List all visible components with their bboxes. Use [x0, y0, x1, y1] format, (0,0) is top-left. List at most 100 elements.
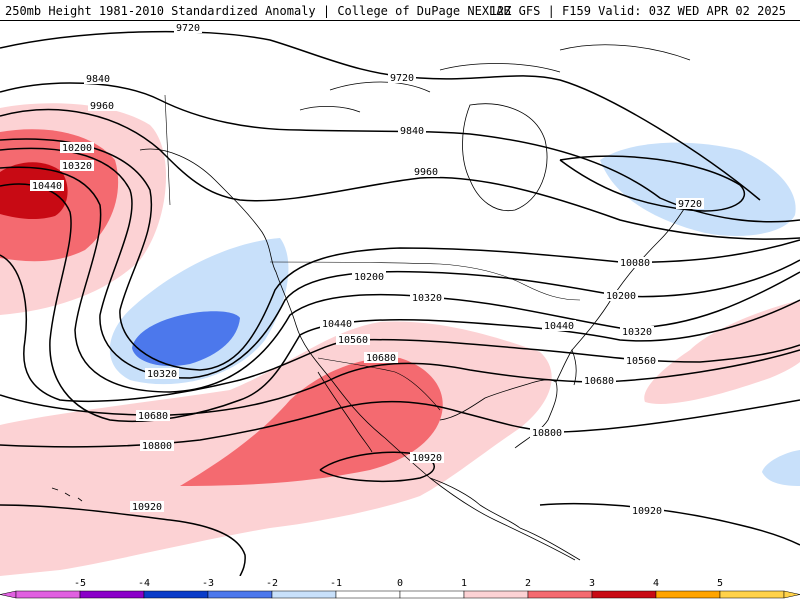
- contour-10080: [0, 138, 800, 371]
- contour-label: 10320: [410, 292, 444, 304]
- contour-label: 9960: [412, 166, 440, 178]
- contour-10440-pacific: [0, 183, 800, 423]
- svg-text:9960: 9960: [414, 167, 438, 178]
- contour-label: 9720: [388, 72, 416, 84]
- legend-label: 1: [461, 578, 467, 589]
- svg-text:9960: 9960: [90, 101, 114, 112]
- contour-label: 10440: [320, 318, 354, 330]
- contour-label: 9840: [84, 73, 112, 85]
- us-canada-border: [269, 261, 581, 301]
- contour-label: 10560: [336, 334, 370, 346]
- legend-arrow-high: [783, 590, 800, 599]
- svg-text:9720: 9720: [176, 23, 200, 34]
- contour-label: 10440: [542, 320, 576, 332]
- contour-label: 10320: [60, 160, 94, 172]
- contour-label: 10680: [364, 352, 398, 364]
- negative-anomaly-west-coast-core: [132, 311, 240, 367]
- svg-text:10320: 10320: [62, 161, 92, 172]
- map-title: 250mb Height 1981-2010 Standardized Anom…: [5, 4, 511, 18]
- legend-label: 3: [589, 578, 595, 589]
- contour-9720-labrador: [559, 155, 746, 212]
- contour-label: 10680: [136, 410, 170, 422]
- legend-label: -1: [330, 578, 342, 589]
- contour-9720-north: [0, 30, 761, 201]
- contour-label: 10200: [60, 142, 94, 154]
- contour-label: 10800: [140, 440, 174, 452]
- svg-text:10200: 10200: [606, 291, 636, 302]
- contour-label: 10320: [620, 326, 654, 338]
- contour-label: 10440: [30, 180, 64, 192]
- svg-text:10560: 10560: [338, 335, 368, 346]
- legend-swatch: [591, 590, 657, 599]
- legend-swatch: [463, 590, 529, 599]
- svg-text:9840: 9840: [86, 74, 110, 85]
- svg-text:10680: 10680: [138, 411, 168, 422]
- contour-10920-high: [319, 451, 435, 483]
- hawaii-islands: [51, 487, 83, 502]
- contour-labels: 9720 9720 9720 9840 9840 9960 9960 10080…: [30, 22, 704, 517]
- legend-swatch: [527, 590, 593, 599]
- baja-peninsula: [317, 371, 373, 453]
- contour-label: 10200: [352, 271, 386, 283]
- legend-label: 4: [653, 578, 659, 589]
- contour-label: 9720: [174, 22, 202, 34]
- legend-swatch: [271, 590, 337, 599]
- svg-text:10440: 10440: [322, 319, 352, 330]
- legend-label: -2: [266, 578, 278, 589]
- hudson-bay: [462, 103, 548, 212]
- svg-text:9720: 9720: [678, 199, 702, 210]
- contour-label: 10560: [624, 355, 658, 367]
- chart-header: 250mb Height 1981-2010 Standardized Anom…: [0, 0, 800, 21]
- contour-10320: [0, 166, 800, 393]
- contour-label: 10920: [130, 501, 164, 513]
- legend-swatch: [207, 590, 273, 599]
- contour-10920-south: [0, 502, 800, 576]
- legend-label: -5: [74, 578, 86, 589]
- svg-text:10680: 10680: [366, 353, 396, 364]
- model-run-info: 12Z GFS | F159 Valid: 03Z WED APR 02 202…: [489, 4, 786, 18]
- contour-label: 10920: [630, 505, 664, 517]
- svg-text:9720: 9720: [390, 73, 414, 84]
- legend-label: 5: [717, 578, 723, 589]
- svg-text:10200: 10200: [62, 143, 92, 154]
- positive-anomaly-mexico-core: [180, 357, 443, 486]
- positive-anomaly-central-atlantic: [644, 300, 800, 404]
- legend-swatch: [655, 590, 721, 599]
- east-coast: [571, 199, 691, 351]
- legend-color-bar: [0, 590, 800, 599]
- legend-label: 0: [397, 578, 403, 589]
- legend-swatch: [15, 590, 81, 599]
- svg-text:10800: 10800: [142, 441, 172, 452]
- color-scale-legend: -5 -4 -3 -2 -1 0 1 2 3 4 5: [0, 576, 800, 600]
- us-mexico-border: [317, 357, 441, 411]
- contour-label: 10800: [530, 427, 564, 439]
- legend-swatch: [719, 590, 785, 599]
- svg-text:10920: 10920: [132, 502, 162, 513]
- contour-label: 9960: [88, 100, 116, 112]
- legend-label: -4: [138, 578, 150, 589]
- svg-text:10560: 10560: [626, 356, 656, 367]
- legend-swatch: [79, 590, 145, 599]
- alaska-canada-border: [164, 94, 171, 206]
- legend-tick-labels: -5 -4 -3 -2 -1 0 1 2 3 4 5: [74, 578, 723, 589]
- legend-label: -3: [202, 578, 214, 589]
- contour-label: 10080: [618, 257, 652, 269]
- legend-label: 2: [525, 578, 531, 589]
- contour-9960: [0, 108, 800, 240]
- svg-text:10320: 10320: [622, 327, 652, 338]
- contour-10560: [0, 254, 800, 403]
- svg-text:10920: 10920: [412, 453, 442, 464]
- svg-text:10080: 10080: [620, 258, 650, 269]
- svg-text:10800: 10800: [532, 428, 562, 439]
- svg-text:10320: 10320: [412, 293, 442, 304]
- contour-label: 10200: [604, 290, 638, 302]
- svg-text:10920: 10920: [632, 506, 662, 517]
- north-america-west-coast: [139, 148, 576, 561]
- contour-label: 10920: [410, 452, 444, 464]
- central-america: [429, 477, 581, 561]
- legend-swatch: [143, 590, 209, 599]
- svg-text:10320: 10320: [147, 369, 177, 380]
- svg-text:10440: 10440: [32, 181, 62, 192]
- contour-label: 10320: [145, 368, 179, 380]
- anomaly-map: 9720 9720 9720 9840 9840 9960 9960 10080…: [0, 21, 800, 576]
